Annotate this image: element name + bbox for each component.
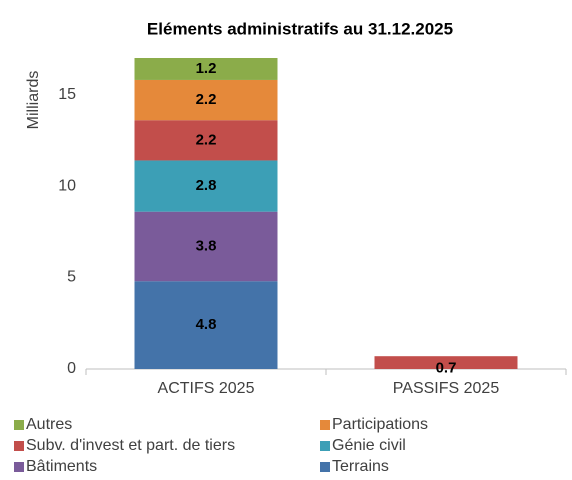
- bar-segment: [374, 356, 518, 369]
- bar-segment: [134, 58, 278, 80]
- data-label: 0.7: [436, 360, 457, 377]
- data-label: 2.8: [196, 177, 217, 194]
- y-tick-label: 10: [58, 177, 76, 194]
- data-label: 4.8: [196, 316, 217, 333]
- bar-segment: [134, 281, 278, 369]
- legend-label: Autres: [26, 416, 72, 433]
- legend-label: Terrains: [332, 458, 389, 475]
- data-label: 2.2: [196, 131, 217, 148]
- x-tick-label: PASSIFS 2025: [393, 380, 500, 397]
- legend-label: Génie civil: [332, 437, 406, 454]
- legend-swatch: [14, 420, 24, 430]
- bar-segment: [134, 160, 278, 212]
- data-label: 2.2: [196, 91, 217, 108]
- bar-segment: [134, 211, 278, 282]
- legend-swatch: [320, 441, 330, 451]
- legend-label: Subv. d'invest et part. de tiers: [26, 437, 235, 454]
- x-tick-label: ACTIFS 2025: [158, 380, 255, 397]
- bar-segment: [134, 79, 278, 121]
- y-axis-label: Milliards: [25, 71, 42, 130]
- y-tick-label: 0: [67, 360, 76, 377]
- legend-label: Bâtiments: [26, 458, 97, 475]
- legend-swatch: [320, 462, 330, 472]
- data-label: 3.8: [196, 237, 217, 254]
- y-tick-label: 15: [58, 86, 76, 103]
- legend-swatch: [14, 441, 24, 451]
- legend-label: Participations: [332, 416, 428, 433]
- legend-swatch: [320, 420, 330, 430]
- data-label: 1.2: [196, 60, 217, 77]
- legend-swatch: [14, 462, 24, 472]
- y-tick-label: 5: [67, 269, 76, 286]
- bar-segment: [134, 120, 278, 161]
- chart-title: Eléments administratifs au 31.12.2025: [147, 19, 453, 38]
